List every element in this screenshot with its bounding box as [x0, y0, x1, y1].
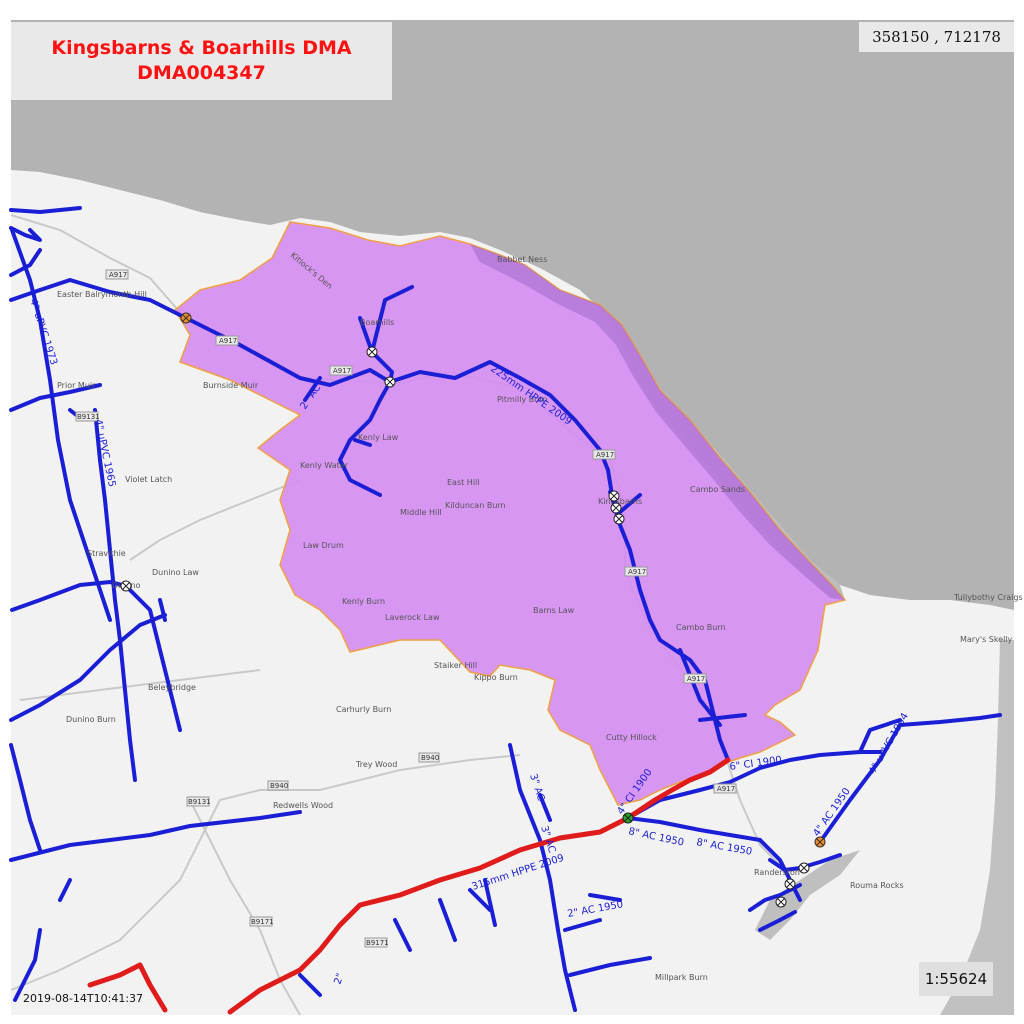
svg-text:A917: A917 — [717, 785, 735, 793]
svg-text:B9171: B9171 — [366, 939, 389, 947]
road-shield-b940-west: B940 — [267, 780, 289, 791]
place-label-kenly-water: Kenly Water — [300, 461, 349, 470]
valve-icon — [784, 878, 796, 890]
svg-text:B9171: B9171 — [251, 918, 274, 926]
place-label-barns-law: Barns Law — [533, 606, 575, 615]
place-label-tullybothy-craigs: Tullybothy Craigs — [953, 593, 1023, 602]
timestamp: 2019-08-14T10:41:37 — [23, 992, 144, 1005]
place-label-babbet-ness: Babbet Ness — [497, 255, 547, 264]
svg-text:B9131: B9131 — [188, 798, 211, 806]
place-label-pitmilly-burn: Pitmilly Burn — [497, 395, 548, 404]
road-shield-a917-mid: A917 — [624, 566, 648, 577]
svg-text:B9131: B9131 — [77, 413, 100, 421]
place-label-kippo-burn: Kippo Burn — [474, 673, 518, 682]
place-label-easter-balrymonth: Easter Balrymonth Hill — [57, 290, 147, 299]
map-title-panel: Kingsbarns & Boarhills DMA DMA004347 — [11, 22, 392, 100]
svg-text:B940: B940 — [270, 782, 288, 790]
place-label-stravithie: Stravithie — [87, 549, 126, 558]
road-shield-b9131-south: B9131 — [186, 796, 211, 807]
place-label-staiker-hill: Staiker Hill — [434, 661, 477, 670]
road-shield-a917-west: A917 — [105, 269, 129, 280]
place-label-violet-latch: Violet Latch — [125, 475, 172, 484]
place-label-redwells-wood: Redwells Wood — [273, 801, 333, 810]
road-shield-a917-north: A917 — [592, 449, 616, 460]
place-label-east-hill: East Hill — [447, 478, 480, 487]
boundary-markers[interactable] — [180, 312, 826, 848]
place-label-rouma-rocks: Rouma Rocks — [850, 881, 904, 890]
place-label-laverock-law: Laverock Law — [385, 613, 440, 622]
road-shield-a917-boarhills: A917 — [215, 335, 239, 346]
place-label-kilduncan-burn: Kilduncan Burn — [445, 501, 506, 510]
place-label-millpark-burn: Millpark Burn — [655, 973, 708, 982]
place-label-kenly-law: Kenly Law — [358, 433, 399, 442]
road-shield-a917-south: A917 — [683, 673, 707, 684]
valve-icon — [384, 376, 396, 388]
place-label-randerston: Randerston — [754, 868, 800, 877]
place-label-marys-skelly: Mary's Skelly — [960, 635, 1013, 644]
meter-markers[interactable] — [622, 812, 634, 824]
place-label-trey-wood: Trey Wood — [355, 760, 397, 769]
place-label-law-drum: Law Drum — [303, 541, 344, 550]
place-label-middle-hill: Middle Hill — [400, 508, 442, 517]
place-label-boarhills: Boarhills — [360, 318, 394, 327]
trunk-mains[interactable] — [87, 757, 731, 1015]
scale-readout: 1:55624 — [919, 962, 993, 996]
valve-icon — [608, 490, 620, 502]
shoreline-rocks-east — [940, 640, 1014, 1015]
place-label-cambo-sands: Cambo Sands — [690, 485, 745, 494]
road-shield-a917-east: A917 — [713, 783, 737, 794]
valve-markers[interactable] — [120, 346, 810, 908]
road-shield-b9171: B9171 — [249, 916, 274, 927]
road-shield-a917-center: A917 — [329, 365, 353, 376]
svg-text:A917: A917 — [109, 271, 127, 279]
svg-text:A917: A917 — [628, 568, 646, 576]
place-label-carhurly-burn: Carhurly Burn — [336, 705, 391, 714]
place-label-kingsbarns: Kingsbarns — [598, 497, 642, 506]
svg-text:A917: A917 — [219, 337, 237, 345]
svg-text:A917: A917 — [333, 367, 351, 375]
place-label-cutty-hillock: Cutty Hillock — [606, 733, 657, 742]
valve-icon — [610, 502, 622, 514]
dma-code: DMA004347 — [137, 62, 266, 84]
place-label-cambo-burn: Cambo Burn — [676, 623, 726, 632]
svg-text:A917: A917 — [687, 675, 705, 683]
place-label-dunino-burn: Dunino Burn — [66, 715, 116, 724]
valve-icon — [613, 513, 625, 525]
place-label-beleybridge: Beleybridge — [148, 683, 196, 692]
place-label-kenly-burn: Kenly Burn — [342, 597, 385, 606]
valve-icon — [775, 896, 787, 908]
svg-text:A917: A917 — [596, 451, 614, 459]
road-shield-b9171-south: B9171 — [364, 937, 389, 948]
dma-shore-strip — [470, 244, 845, 600]
place-label-prior-muir: Prior Muir — [57, 381, 96, 390]
road-shield-b9131-north: B9131 — [75, 411, 100, 422]
valve-icon — [120, 580, 132, 592]
boundary-point-icon — [814, 836, 826, 848]
map-title: Kingsbarns & Boarhills DMA — [51, 37, 352, 59]
boundary-point-icon — [180, 312, 192, 324]
road-shield-b940-east: B940 — [418, 752, 440, 763]
pipe-label-2in: 2" — [332, 972, 346, 986]
shoreline-rocks — [610, 318, 845, 600]
road-shields: A917 A917 A917 A917 A917 A917 A917 B9131… — [75, 269, 737, 948]
water-mains[interactable] — [9, 206, 1002, 1012]
meter-icon — [622, 812, 634, 824]
svg-text:B940: B940 — [421, 754, 439, 762]
valve-icon — [366, 346, 378, 358]
place-label-dunino-law: Dunino Law — [152, 568, 199, 577]
valve-icon — [798, 862, 810, 874]
place-label-burnside-muir: Burnside Muir — [203, 381, 259, 390]
coordinate-readout: 358150 , 712178 — [859, 22, 1014, 52]
